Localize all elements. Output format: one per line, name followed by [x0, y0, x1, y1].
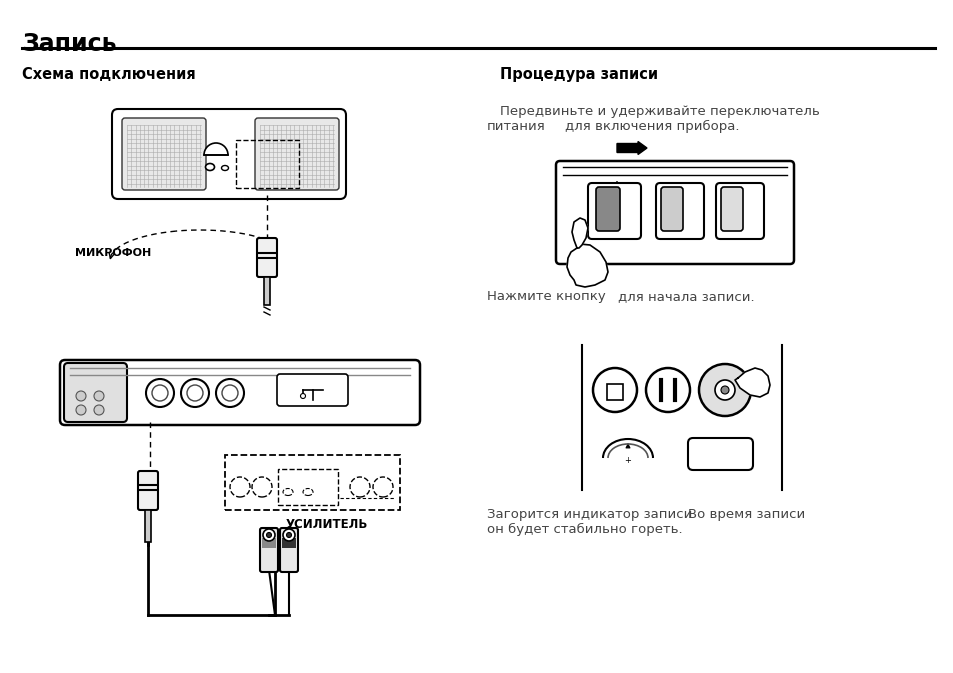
FancyBboxPatch shape — [138, 471, 158, 510]
Polygon shape — [734, 368, 769, 397]
FancyBboxPatch shape — [587, 183, 640, 239]
Circle shape — [300, 394, 305, 398]
Text: Нажмите кнопку: Нажмите кнопку — [486, 290, 605, 303]
Circle shape — [266, 532, 272, 538]
Circle shape — [76, 391, 86, 401]
Circle shape — [94, 405, 104, 415]
Bar — [277, 469, 337, 505]
Text: МИКРОФОН: МИКРОФОН — [75, 248, 152, 258]
Text: Процедура записи: Процедура записи — [499, 67, 658, 82]
FancyBboxPatch shape — [596, 187, 619, 231]
Ellipse shape — [221, 166, 229, 170]
FancyBboxPatch shape — [556, 161, 793, 264]
Text: он будет стабильно гореть.: он будет стабильно гореть. — [486, 523, 682, 536]
Circle shape — [720, 386, 728, 394]
Text: Схема подключения: Схема подключения — [22, 67, 195, 82]
FancyBboxPatch shape — [260, 528, 277, 572]
Circle shape — [286, 532, 292, 538]
Circle shape — [94, 391, 104, 401]
Bar — [264, 277, 270, 305]
Bar — [145, 510, 151, 542]
Circle shape — [187, 385, 203, 401]
Circle shape — [222, 385, 237, 401]
Circle shape — [181, 379, 209, 407]
Text: для начала записи.: для начала записи. — [618, 290, 754, 303]
Bar — [235, 140, 298, 188]
Text: +: + — [624, 456, 631, 465]
Circle shape — [152, 385, 168, 401]
Circle shape — [593, 368, 637, 412]
FancyBboxPatch shape — [716, 183, 763, 239]
Bar — [282, 538, 295, 548]
FancyBboxPatch shape — [254, 118, 338, 190]
FancyBboxPatch shape — [660, 187, 682, 231]
Circle shape — [714, 380, 734, 400]
Bar — [262, 538, 275, 548]
Bar — [225, 455, 399, 510]
Circle shape — [76, 405, 86, 415]
Wedge shape — [204, 143, 228, 155]
Circle shape — [283, 529, 294, 541]
Circle shape — [146, 379, 173, 407]
FancyBboxPatch shape — [112, 109, 346, 199]
FancyBboxPatch shape — [60, 360, 419, 425]
FancyBboxPatch shape — [656, 183, 703, 239]
FancyBboxPatch shape — [64, 363, 127, 422]
Circle shape — [645, 368, 689, 412]
Circle shape — [699, 364, 750, 416]
Text: Запись: Запись — [22, 32, 116, 56]
Polygon shape — [572, 218, 587, 248]
FancyBboxPatch shape — [280, 528, 297, 572]
FancyBboxPatch shape — [256, 238, 276, 277]
FancyBboxPatch shape — [122, 118, 206, 190]
Text: Передвиньте и удерживайте переключатель: Передвиньте и удерживайте переключатель — [499, 105, 819, 118]
Text: для включения прибора.: для включения прибора. — [564, 120, 739, 133]
Text: Во время записи: Во время записи — [687, 508, 804, 521]
Ellipse shape — [205, 164, 214, 170]
Polygon shape — [566, 244, 607, 287]
Bar — [606, 384, 622, 400]
Text: УСИЛИТЕЛЬ: УСИЛИТЕЛЬ — [286, 518, 368, 531]
Circle shape — [263, 529, 274, 541]
Text: Загорится индикатор записи: Загорится индикатор записи — [486, 508, 692, 521]
FancyBboxPatch shape — [687, 438, 752, 470]
FancyBboxPatch shape — [720, 187, 742, 231]
FancyArrow shape — [617, 141, 646, 155]
Text: питания: питания — [486, 120, 545, 133]
Circle shape — [215, 379, 244, 407]
FancyBboxPatch shape — [276, 374, 348, 406]
